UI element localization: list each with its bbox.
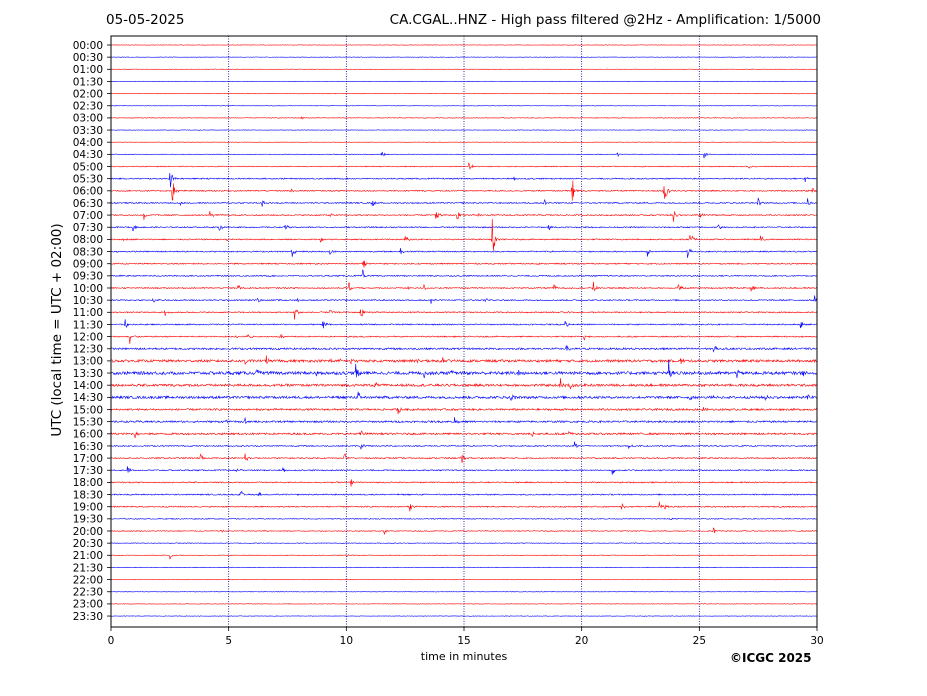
y-tick-label: 12:00: [73, 331, 103, 343]
x-tick-label: 0: [108, 635, 115, 647]
y-tick-label: 20:30: [73, 538, 103, 550]
trace-05:30: [110, 172, 818, 188]
x-tick-label: 30: [810, 635, 823, 647]
y-tick-label: 07:00: [73, 210, 103, 222]
trace-04:30: [110, 151, 818, 159]
y-tick-label: 22:00: [73, 574, 103, 586]
y-tick-label: 11:00: [73, 307, 103, 319]
y-tick-label: 15:30: [73, 416, 103, 428]
trace-18:30: [110, 490, 818, 497]
y-tick-label: 09:00: [73, 259, 103, 271]
copyright-label: ©ICGC 2025: [730, 651, 812, 665]
trace-09:30: [110, 269, 818, 278]
y-tick-label: 21:00: [73, 550, 103, 562]
y-tick-label: 06:00: [73, 186, 103, 198]
trace-15:30: [110, 417, 818, 425]
trace-18:00: [110, 479, 818, 487]
chart-title: CA.CGAL..HNZ - High pass filtered @2Hz -…: [389, 12, 821, 28]
y-tick-label: 05:30: [73, 173, 103, 185]
trace-21:30: [110, 566, 818, 569]
x-axis-label: time in minutes: [420, 650, 508, 663]
y-tick-label: 23:30: [73, 611, 103, 623]
trace-17:30: [110, 466, 818, 475]
y-tick-label: 12:30: [73, 344, 103, 356]
y-tick-label: 16:30: [73, 441, 103, 453]
y-tick-label: 22:30: [73, 587, 103, 599]
y-tick-label: 00:30: [73, 52, 103, 64]
trace-06:30: [110, 197, 818, 207]
trace-14:00: [110, 378, 818, 390]
trace-17:00: [110, 453, 818, 463]
y-tick-label: 19:00: [73, 502, 103, 514]
vertical-grid-lines: [228, 36, 700, 627]
y-tick-label: 04:30: [73, 149, 103, 161]
y-tick-label: 20:00: [73, 526, 103, 538]
y-tick-label: 04:00: [73, 137, 103, 149]
x-tick-label: 20: [575, 635, 588, 647]
x-tick-label: 15: [457, 635, 470, 647]
y-tick-label: 06:30: [73, 198, 103, 210]
y-tick-label: 21:30: [73, 562, 103, 574]
y-tick-label: 13:00: [73, 356, 103, 368]
y-tick-label: 10:00: [73, 283, 103, 295]
y-tick-label: 14:30: [73, 392, 103, 404]
trace-15:00: [110, 406, 818, 415]
y-tick-label: 02:00: [73, 88, 103, 100]
trace-10:30: [110, 295, 818, 304]
trace-20:30: [110, 542, 818, 544]
y-tick-label: 17:30: [73, 465, 103, 477]
y-tick-label: 13:30: [73, 368, 103, 380]
y-tick-label: 09:30: [73, 271, 103, 283]
y-tick-label: 14:00: [73, 380, 103, 392]
y-tick-label: 11:30: [73, 319, 103, 331]
trace-03:00: [110, 116, 818, 120]
y-axis-ticks: 00:0000:3001:0001:3002:0002:3003:0003:30…: [73, 40, 111, 623]
y-tick-label: 07:30: [73, 222, 103, 234]
record-date: 05-05-2025: [106, 12, 185, 28]
y-tick-label: 02:30: [73, 101, 103, 113]
x-axis-ticks: 0 5 10 15 20 25 30: [108, 627, 824, 647]
y-tick-label: 10:30: [73, 295, 103, 307]
trace-21:00: [110, 554, 818, 560]
y-tick-label: 03:30: [73, 125, 103, 137]
x-tick-label: 25: [693, 635, 706, 647]
y-tick-label: 15:00: [73, 404, 103, 416]
y-tick-label: 23:00: [73, 599, 103, 611]
y-tick-label: 17:00: [73, 453, 103, 465]
y-tick-label: 18:00: [73, 477, 103, 489]
y-tick-label: 03:00: [73, 113, 103, 125]
y-tick-label: 08:00: [73, 234, 103, 246]
trace-16:30: [110, 441, 818, 450]
y-tick-label: 00:00: [73, 40, 103, 52]
y-tick-label: 19:30: [73, 514, 103, 526]
trace-07:30: [110, 224, 818, 232]
y-tick-label: 08:30: [73, 246, 103, 258]
x-tick-label: 10: [340, 635, 353, 647]
y-tick-label: 16:00: [73, 429, 103, 441]
y-axis-label: UTC (local time = UTC + 02:00): [49, 223, 65, 437]
x-tick-label: 5: [225, 635, 232, 647]
y-tick-label: 18:30: [73, 489, 103, 501]
y-tick-label: 01:00: [73, 64, 103, 76]
y-tick-label: 01:30: [73, 76, 103, 88]
seismic-traces: [110, 44, 818, 617]
y-tick-label: 05:00: [73, 161, 103, 173]
